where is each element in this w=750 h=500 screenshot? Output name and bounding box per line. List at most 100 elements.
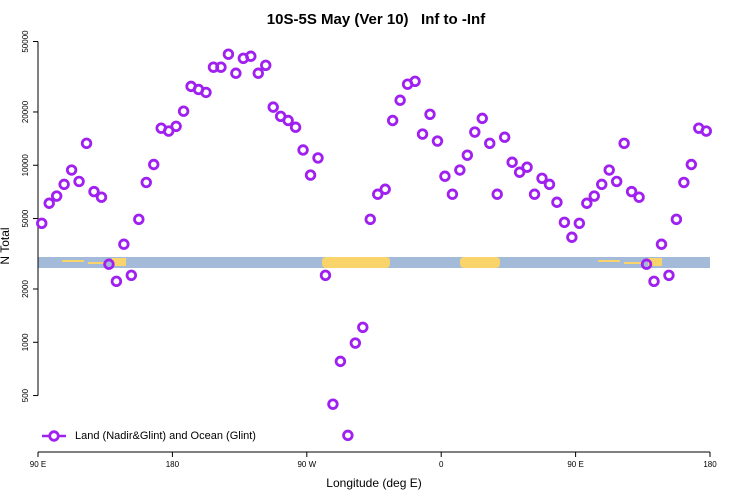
data-point	[148, 158, 160, 171]
data-point	[95, 191, 108, 203]
data-point	[80, 137, 93, 150]
data-point	[267, 101, 279, 113]
data-point	[655, 238, 668, 250]
data-point	[252, 67, 264, 79]
data-point	[663, 269, 675, 281]
data-point	[110, 275, 123, 288]
data-point	[633, 191, 645, 203]
data-point	[334, 355, 347, 368]
data-point	[476, 112, 488, 125]
data-point	[685, 158, 698, 171]
y-tick-label: 10000	[21, 154, 30, 177]
data-point	[446, 188, 459, 200]
x-tick-label: 90 E	[30, 460, 46, 469]
data-point	[36, 217, 48, 230]
data-point	[484, 137, 496, 150]
data-point	[618, 137, 630, 150]
data-point	[610, 175, 623, 188]
y-tick-label: 20000	[21, 100, 30, 123]
data-point	[498, 131, 511, 143]
data-point	[125, 269, 138, 281]
x-tick-label: 180	[166, 460, 180, 469]
map-strip	[38, 257, 710, 268]
data-point	[289, 121, 302, 133]
data-point	[528, 188, 541, 200]
data-point	[625, 185, 638, 198]
data-point	[319, 269, 332, 281]
data-point	[118, 238, 130, 250]
data-point	[297, 144, 309, 156]
data-point	[678, 176, 690, 189]
y-tick-label: 1000	[21, 333, 30, 351]
data-point	[394, 94, 406, 106]
data-point	[177, 105, 190, 117]
data-point	[536, 172, 548, 184]
data-point	[304, 169, 317, 181]
data-point	[461, 149, 474, 161]
data-point	[133, 213, 145, 226]
data-point	[588, 190, 600, 202]
data-point	[222, 48, 235, 60]
y-tick-label: 2000	[21, 280, 30, 298]
data-point	[648, 275, 660, 288]
data-point	[230, 67, 242, 79]
x-tick-label: 180	[703, 460, 717, 469]
x-tick-label: 90 W	[297, 460, 316, 469]
data-point	[670, 213, 683, 226]
data-point	[581, 197, 593, 209]
data-point	[65, 164, 78, 176]
data-point	[469, 126, 481, 138]
data-point	[312, 152, 324, 164]
data-point	[573, 217, 586, 230]
data-point	[282, 114, 294, 127]
data-point	[357, 321, 369, 334]
y-tick-label: 50000	[21, 30, 30, 53]
data-point	[200, 86, 212, 99]
data-point	[372, 188, 384, 200]
data-point	[558, 216, 571, 229]
y-axis-label: N Total	[0, 227, 12, 264]
y-tick-label: 5000	[21, 209, 30, 227]
data-point	[596, 178, 608, 191]
data-point	[103, 258, 115, 270]
data-point	[58, 178, 70, 191]
data-point	[521, 161, 533, 173]
data-point	[439, 170, 451, 182]
data-point	[416, 128, 429, 140]
data-point	[342, 429, 354, 442]
data-point	[424, 108, 436, 121]
data-point	[386, 114, 399, 127]
legend-label: Land (Nadir&Glint) and Ocean (Glint)	[75, 430, 256, 442]
data-point	[215, 61, 227, 73]
data-point	[50, 190, 63, 202]
data-point	[566, 231, 578, 243]
chart-title: 10S-5S May (Ver 10) Inf to -Inf	[267, 11, 486, 28]
data-point	[431, 135, 444, 147]
data-point	[364, 213, 376, 226]
data-point	[640, 258, 653, 270]
data-point	[327, 398, 339, 410]
data-point	[43, 197, 55, 209]
data-point	[409, 75, 421, 88]
x-tick-label: 0	[439, 460, 444, 469]
data-point	[700, 125, 712, 137]
data-point	[454, 164, 466, 176]
data-point	[379, 183, 391, 195]
x-axis-label: Longitude (deg E)	[326, 476, 421, 490]
data-point	[260, 59, 272, 71]
data-point	[543, 178, 556, 191]
data-point	[551, 196, 563, 208]
data-point	[170, 120, 182, 132]
legend-marker	[48, 430, 60, 442]
data-point	[88, 185, 100, 198]
data-point	[349, 337, 362, 349]
y-tick-label: 500	[21, 388, 30, 402]
data-point	[506, 156, 518, 168]
x-tick-label: 90 E	[567, 460, 583, 469]
data-point	[491, 188, 503, 200]
data-point	[603, 164, 615, 176]
data-point	[513, 166, 526, 178]
data-point	[73, 175, 85, 188]
